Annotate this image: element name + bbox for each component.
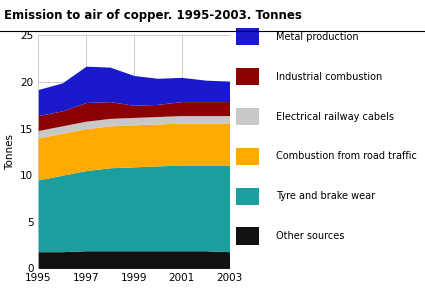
Text: Electrical railway cabels: Electrical railway cabels <box>276 112 394 122</box>
Y-axis label: Tonnes: Tonnes <box>5 134 14 170</box>
Text: Metal production: Metal production <box>276 32 359 42</box>
Text: Other sources: Other sources <box>276 231 345 241</box>
Text: Emission to air of copper. 1995-2003. Tonnes: Emission to air of copper. 1995-2003. To… <box>4 9 302 22</box>
Text: Tyre and brake wear: Tyre and brake wear <box>276 191 375 201</box>
Text: Industrial combustion: Industrial combustion <box>276 72 382 82</box>
Text: Combustion from road traffic: Combustion from road traffic <box>276 151 417 161</box>
